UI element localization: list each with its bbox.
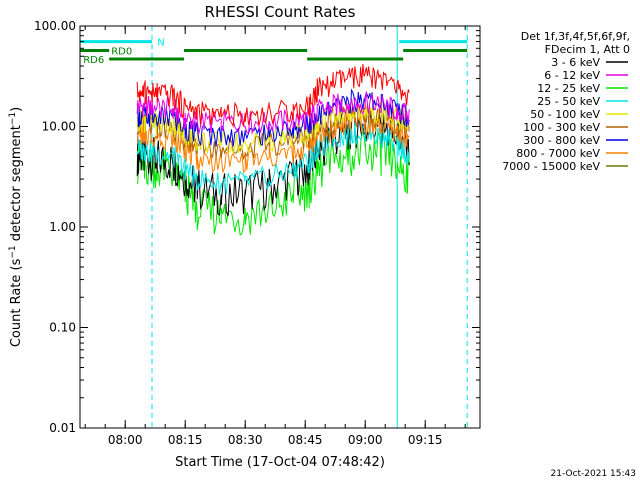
legend-label: 12 - 25 keV bbox=[537, 82, 600, 95]
series-line bbox=[136, 128, 410, 236]
legend-label: 6 - 12 keV bbox=[544, 69, 600, 82]
legend: Det 1f,3f,4f,5f,6f,9f, FDecim 1, Att 0 3… bbox=[502, 30, 630, 173]
series-line bbox=[136, 91, 410, 135]
x-tick-label: 08:15 bbox=[168, 433, 203, 447]
x-tick-label: 08:45 bbox=[288, 433, 323, 447]
chart-title: RHESSI Count Rates bbox=[205, 3, 356, 21]
y-axis-label-tail: detector segment bbox=[9, 125, 24, 245]
legend-label: 800 - 7000 keV bbox=[516, 147, 600, 160]
x-tick-label: 09:00 bbox=[348, 433, 383, 447]
y-axis-label-close: ) bbox=[9, 107, 24, 112]
series-line bbox=[136, 100, 410, 155]
legend-label: 300 - 800 keV bbox=[523, 134, 600, 147]
marker-label-rd0: RD0 bbox=[111, 47, 132, 58]
y-tick-label: 100.00 bbox=[34, 19, 76, 33]
x-axis-label: Start Time (17-Oct-04 07:48:42) bbox=[175, 455, 385, 470]
legend-header-line1: Det 1f,3f,4f,5f,6f,9f, bbox=[521, 30, 630, 43]
y-axis-label: Count Rate (s−1 detector segment−1) bbox=[8, 107, 24, 347]
series-lines bbox=[136, 64, 410, 236]
series-line bbox=[136, 64, 410, 128]
x-tick-label: 09:15 bbox=[408, 433, 443, 447]
y-tick-label: 0.01 bbox=[49, 421, 76, 435]
marker-label-rd6: RD6 bbox=[83, 55, 104, 66]
y-axis-label-sup: −1 bbox=[8, 245, 18, 258]
y-axis-label-sup2: −1 bbox=[8, 112, 18, 125]
series-line bbox=[136, 121, 410, 196]
y-tick-label: 0.10 bbox=[49, 321, 76, 335]
footer-date: 21-Oct-2021 15:43 bbox=[551, 469, 636, 479]
x-tick-label: 08:00 bbox=[108, 433, 143, 447]
legend-header-line2: FDecim 1, Att 0 bbox=[545, 43, 630, 56]
legend-label: 3 - 6 keV bbox=[551, 56, 600, 69]
legend-label: 7000 - 15000 keV bbox=[502, 160, 600, 173]
y-axis-label-main: Count Rate (s bbox=[9, 258, 24, 347]
legend-label: 100 - 300 keV bbox=[523, 121, 600, 134]
legend-label: 25 - 50 keV bbox=[537, 95, 600, 108]
axes: 100.00 10.00 1.00 0.10 0.01 08:00 08:15 08:30 08… bbox=[34, 19, 480, 447]
series-line bbox=[136, 111, 410, 174]
y-tick-label: 1.00 bbox=[49, 220, 76, 234]
x-tick-label: 08:30 bbox=[228, 433, 263, 447]
legend-label: 50 - 100 keV bbox=[530, 108, 600, 121]
series-line bbox=[136, 88, 410, 147]
y-tick-label: 10.00 bbox=[42, 120, 76, 134]
marker-label-n: N bbox=[157, 38, 164, 49]
